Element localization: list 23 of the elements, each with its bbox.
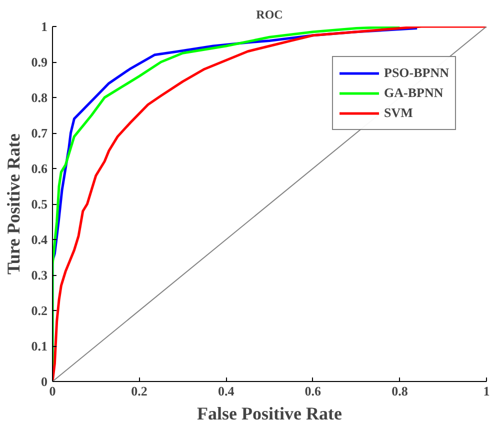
y-tick-label: 0: [41, 374, 48, 389]
y-tick-label: 0.1: [31, 338, 48, 354]
y-tick-label: 1: [41, 19, 48, 34]
legend-label: SVM: [384, 105, 413, 121]
legend-label: PSO-BPNN: [384, 65, 449, 81]
y-tick-label: 0.9: [31, 54, 48, 70]
line-series: [52, 26, 486, 382]
y-tick-label: 0.4: [31, 232, 48, 247]
x-tick-label: 1: [483, 384, 490, 398]
x-tick-label: 0.6: [304, 384, 322, 398]
y-tick-label: 0.7: [31, 126, 48, 140]
y-tick-label: 0.5: [31, 196, 48, 212]
y-tick-label: 0.3: [31, 268, 48, 282]
chart-title: ROC: [256, 8, 283, 22]
x-tick-label: 0.4: [218, 384, 235, 398]
y-tick-label: 0.2: [31, 303, 48, 318]
y-tick-label: 0.6: [31, 161, 48, 176]
x-tick-label: 0.8: [392, 384, 408, 398]
legend-label: GA-BPNN: [384, 85, 444, 101]
y-axis-title: Ture Positive Rate: [3, 133, 24, 274]
x-axis-title: False Positive Rate: [197, 404, 342, 424]
y-tick-label: 0.8: [31, 90, 48, 105]
x-tick-label: 0.2: [131, 384, 148, 398]
